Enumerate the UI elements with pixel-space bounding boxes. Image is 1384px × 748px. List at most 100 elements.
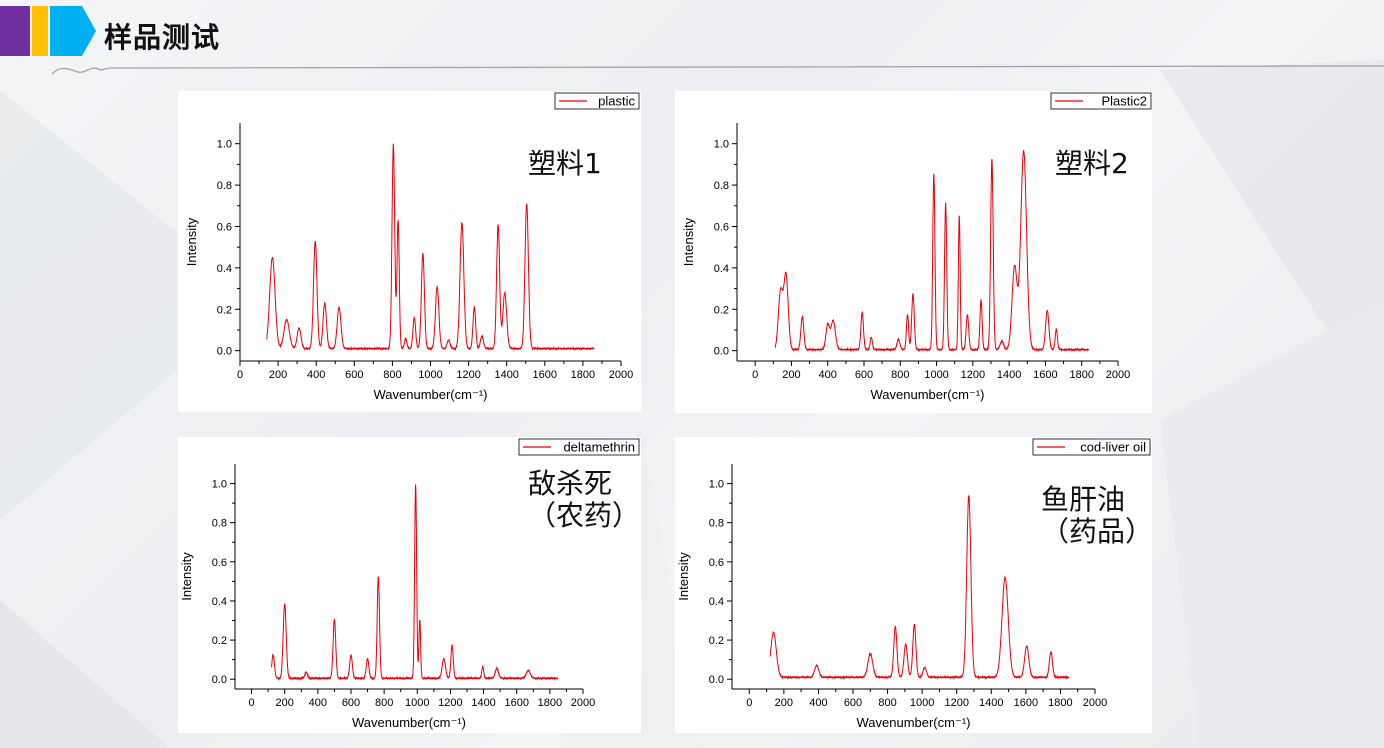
legend-label: deltamethrin: [563, 440, 635, 455]
x-tick-label: 1600: [1014, 697, 1038, 709]
x-tick-label: 0: [249, 697, 255, 709]
x-tick-label: 1800: [538, 697, 562, 709]
accent-bar-purple: [0, 6, 30, 56]
legend-label: Plastic2: [1101, 94, 1147, 109]
x-tick-label: 1600: [504, 697, 528, 709]
legend-label: cod-liver oil: [1080, 440, 1146, 455]
x-tick-label: 800: [878, 697, 896, 709]
x-tick-label: 1200: [456, 369, 480, 381]
sample-annotation: 塑料2: [1055, 147, 1129, 180]
x-tick-label: 600: [342, 697, 360, 709]
x-tick-label: 800: [383, 369, 401, 381]
x-axis-label: Wavenumber(cm⁻¹): [870, 387, 984, 402]
x-tick-label: 1400: [471, 697, 495, 709]
chart-plastic: 0.0 0.2 0.4 0.6 0.8 1.0 0 200 400 600 800 1000 1200 1…: [184, 92, 640, 402]
y-tick-label: 0.2: [709, 635, 724, 647]
accent-bar-yellow: [32, 6, 48, 56]
y-tick-label: 0.0: [212, 674, 227, 686]
x-axis-label: Wavenumber(cm⁻¹): [352, 715, 466, 730]
y-tick-label: 0.0: [714, 346, 729, 358]
x-tick-label: 1000: [924, 369, 948, 381]
x-tick-label: 1200: [961, 369, 985, 381]
header-divider-line: [51, 65, 1384, 75]
x-tick-label: 1200: [944, 697, 968, 709]
y-tick-label: 0.0: [709, 674, 724, 686]
y-tick-label: 0.4: [217, 263, 232, 275]
y-tick-label: 0.4: [212, 596, 227, 608]
x-tick-label: 400: [307, 369, 325, 381]
x-tick-label: 1400: [979, 697, 1003, 709]
y-tick-label: 1.0: [714, 139, 729, 151]
sample-annotation: （农药）: [528, 499, 640, 532]
x-tick-label: 0: [746, 697, 752, 709]
legend-box: [554, 92, 640, 110]
chart-plastic2: 0.0 0.2 0.4 0.6 0.8 1.0 0 200 400 600 800 1000 1200 1…: [681, 92, 1152, 402]
x-tick-label: 200: [775, 697, 793, 709]
y-tick-label: 0.2: [714, 304, 729, 316]
series-line-Plastic2: [774, 150, 1090, 353]
x-tick-label: 400: [309, 697, 327, 709]
legend-box: [518, 438, 640, 456]
y-tick-label: 0.6: [212, 557, 227, 569]
sample-annotation: 塑料1: [528, 147, 602, 180]
x-tick-label: 1600: [1033, 369, 1057, 381]
legend-box: [1032, 438, 1151, 456]
x-tick-label: 800: [891, 369, 909, 381]
x-tick-label: 1000: [910, 697, 934, 709]
y-tick-label: 0.2: [212, 635, 227, 647]
header-decoration: [0, 6, 1384, 75]
y-tick-label: 0.8: [217, 180, 232, 192]
x-tick-label: 2000: [1083, 697, 1107, 709]
chart-deltamethrin: 0.0 0.2 0.4 0.6 0.8 1.0 0 200 400 600 800 1000 1200 1…: [179, 438, 640, 730]
y-tick-label: 0.4: [709, 596, 724, 608]
x-tick-label: 600: [345, 369, 363, 381]
accent-arrow-blue: [50, 6, 96, 56]
x-tick-label: 800: [375, 697, 393, 709]
x-tick-label: 1400: [494, 369, 518, 381]
x-tick-label: 0: [752, 369, 758, 381]
y-tick-label: 1.0: [217, 139, 232, 151]
x-tick-label: 200: [276, 697, 294, 709]
legend-label: plastic: [598, 94, 635, 109]
x-tick-label: 200: [269, 369, 287, 381]
chart-panel-cod-liver-oil: 0.0 0.2 0.4 0.6 0.8 1.0 0 200 400 600 800 1000 1200 1…: [675, 437, 1152, 733]
chart-cod-liver-oil: 0.0 0.2 0.4 0.6 0.8 1.0 0 200 400 600 800 1000 1200 1…: [676, 438, 1152, 730]
sample-annotation: （药品）: [1041, 515, 1152, 548]
chart-panel-deltamethrin: 0.0 0.2 0.4 0.6 0.8 1.0 0 200 400 600 800 1000 1200 1…: [178, 437, 641, 733]
y-axis-label: Intensity: [681, 217, 696, 266]
slide-header: 样品测试: [0, 0, 1384, 75]
y-tick-label: 0.6: [714, 221, 729, 233]
y-tick-label: 0.0: [217, 346, 232, 358]
x-tick-label: 1800: [571, 369, 595, 381]
x-tick-label: 0: [237, 369, 243, 381]
y-tick-label: 0.8: [709, 518, 724, 530]
x-tick-label: 1800: [1048, 697, 1072, 709]
x-tick-label: 1600: [533, 369, 557, 381]
x-tick-label: 600: [855, 369, 873, 381]
y-tick-label: 1.0: [212, 479, 227, 491]
chart-panel-plastic: 0.0 0.2 0.4 0.6 0.8 1.0 0 200 400 600 800 1000 1200 1…: [178, 91, 641, 412]
y-tick-label: 1.0: [709, 479, 724, 491]
y-axis-label: Intensity: [676, 552, 691, 601]
page-title: 样品测试: [104, 21, 221, 54]
x-tick-label: 400: [819, 369, 837, 381]
legend-box: [1050, 92, 1152, 110]
y-tick-label: 0.6: [217, 221, 232, 233]
x-tick-label: 2000: [1106, 369, 1130, 381]
sample-annotation: 敌杀死: [528, 467, 612, 500]
y-axis-label: Intensity: [179, 552, 194, 601]
series-line-deltamethrin: [271, 484, 559, 681]
x-tick-label: 200: [782, 369, 800, 381]
y-tick-label: 0.8: [212, 518, 227, 530]
y-tick-label: 0.4: [714, 263, 729, 275]
y-tick-label: 0.6: [709, 557, 724, 569]
y-tick-label: 0.8: [714, 180, 729, 192]
y-tick-label: 0.2: [217, 304, 232, 316]
sample-annotation: 鱼肝油: [1041, 483, 1125, 516]
series-line-cod-liver-oil: [769, 494, 1070, 680]
x-tick-label: 1000: [418, 369, 442, 381]
x-tick-label: 2000: [609, 369, 633, 381]
x-tick-label: 1800: [1069, 369, 1093, 381]
x-axis-label: Wavenumber(cm⁻¹): [373, 387, 487, 402]
x-axis-label: Wavenumber(cm⁻¹): [856, 715, 970, 730]
